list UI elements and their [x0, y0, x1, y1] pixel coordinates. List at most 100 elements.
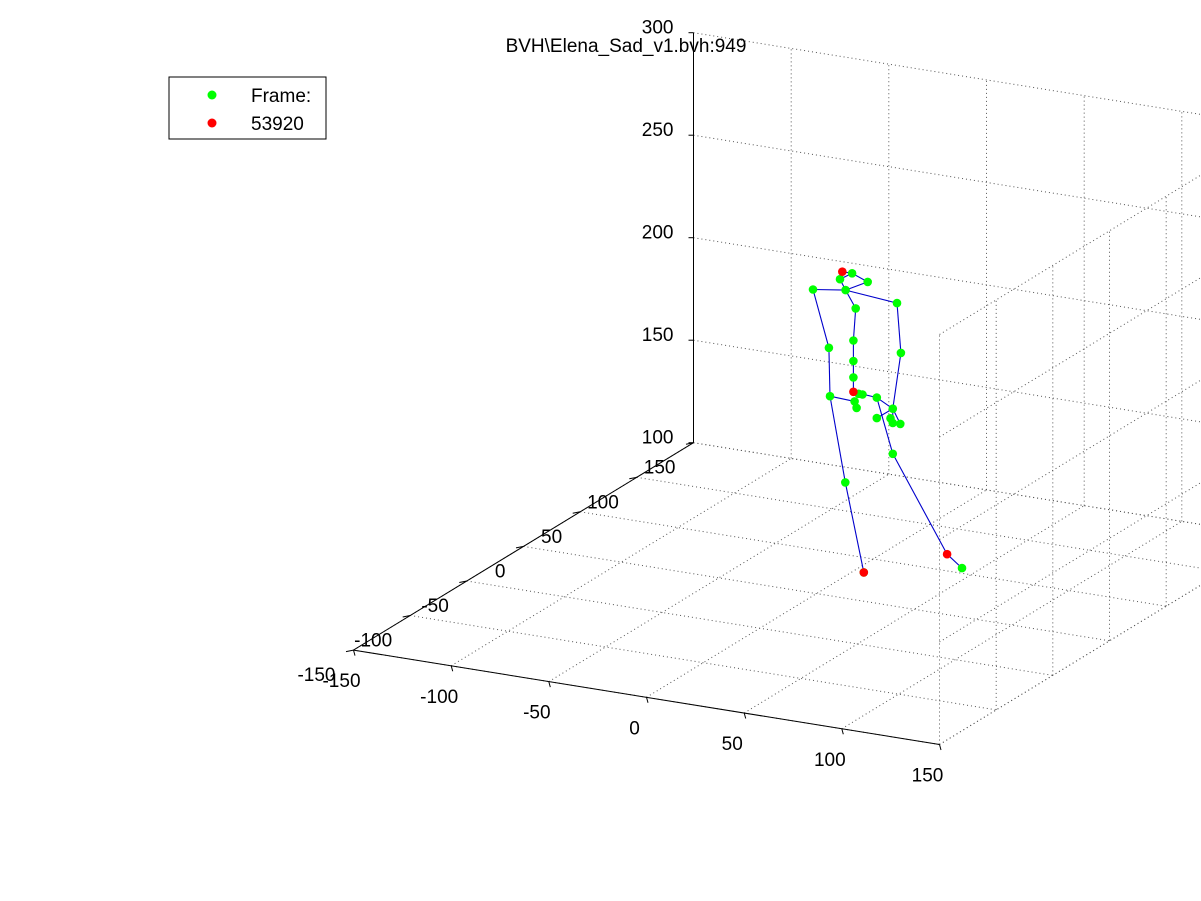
joint-marker: [847, 269, 857, 278]
skeleton-bone: [812, 289, 830, 348]
joint-marker: [851, 304, 860, 313]
x-tick-label: -50: [523, 703, 550, 724]
x-tick-label: 0: [629, 718, 640, 739]
end-joint-marker: [838, 267, 847, 277]
z-tick-label: 300: [642, 18, 674, 39]
skeleton-bone: [845, 289, 898, 304]
legend-marker-frame: [207, 90, 217, 100]
legend: Frame: 53920: [168, 76, 327, 140]
joint-marker: [849, 336, 858, 345]
y-tick-label: 100: [587, 492, 619, 513]
x-tick-label: 150: [912, 766, 944, 787]
skeleton-joints: [808, 267, 967, 577]
joint-marker: [892, 298, 902, 308]
tick-labels: -150 -100 -50 0 50 100 150 -150 -100 -50 0 50 100 150…: [297, 18, 943, 787]
grid-line: [841, 520, 1183, 730]
grid-line: [636, 476, 1201, 569]
joint-marker: [841, 478, 850, 487]
y-tick-mark: [345, 649, 354, 653]
y-tick-label: 50: [541, 527, 562, 548]
x-tick-label: -100: [420, 687, 458, 708]
end-joint-marker: [849, 387, 858, 397]
x-tick-mark: [841, 728, 844, 735]
grid-layer: [353, 32, 1201, 745]
skeleton-bone: [829, 396, 846, 483]
x-tick-mark: [939, 744, 942, 751]
skeleton-bone: [876, 397, 894, 454]
grid-line: [939, 481, 1201, 643]
joint-marker: [841, 285, 850, 295]
x-tick-mark: [548, 681, 551, 688]
y-tick-mark: [572, 511, 581, 514]
joint-marker: [852, 403, 861, 413]
end-joint-marker: [942, 549, 952, 559]
joint-marker: [957, 563, 967, 573]
joint-marker: [850, 397, 859, 406]
grid-line: [939, 584, 1201, 745]
y-tick-label: -100: [354, 631, 392, 652]
joint-marker: [849, 356, 858, 366]
grid-line: [693, 134, 1201, 218]
joint-marker: [849, 373, 858, 382]
joint-marker: [896, 348, 906, 358]
skeleton-bone: [844, 482, 865, 573]
grid-line: [523, 545, 1110, 642]
grid-line: [580, 511, 1167, 607]
legend-marker-frame-number: [207, 118, 217, 128]
x-tick-label: 100: [814, 750, 846, 771]
z-tick-label: 150: [642, 325, 674, 346]
y-tick-mark: [402, 615, 411, 618]
skeleton-bone: [852, 308, 857, 341]
skeleton-bone: [812, 288, 846, 291]
joint-marker: [888, 404, 898, 414]
y-tick-label: -150: [297, 665, 335, 686]
axis-layer: [345, 32, 942, 751]
joint-marker: [824, 343, 834, 353]
grid-line: [693, 442, 1201, 525]
grid-line: [693, 32, 1201, 115]
x-tick-mark: [646, 697, 649, 703]
grid-line: [693, 442, 1201, 525]
y-tick-mark: [459, 580, 467, 583]
grid-line: [466, 580, 1053, 676]
z-tick-label: 100: [642, 428, 674, 449]
skeleton-bone: [892, 352, 902, 409]
joint-marker: [825, 391, 835, 401]
z-tick-label: 250: [642, 120, 674, 141]
skeleton-bone: [896, 303, 902, 353]
z-tick-label: 200: [642, 223, 674, 244]
joint-marker: [872, 413, 882, 423]
grid-line: [939, 174, 1201, 335]
x-tick-label: -150: [322, 671, 360, 692]
joint-marker: [835, 274, 845, 284]
end-joint-marker: [859, 568, 869, 577]
y-tick-label: 0: [495, 561, 506, 582]
legend-box: [168, 76, 327, 140]
x-tick-mark: [450, 665, 454, 672]
grid-line: [939, 276, 1201, 438]
y-tick-mark: [515, 545, 524, 549]
x-tick-mark: [353, 649, 356, 656]
grid-line: [939, 584, 1201, 745]
joint-marker: [888, 449, 898, 459]
joint-marker: [858, 390, 867, 399]
grid-line: [693, 237, 1201, 320]
legend-label-frame-number: 53920: [251, 114, 304, 135]
joint-marker: [808, 285, 818, 294]
joint-marker: [863, 277, 872, 287]
y-tick-mark: [629, 476, 637, 480]
y-tick-label: 150: [644, 458, 676, 479]
y-tick-label: -50: [421, 596, 448, 617]
joint-marker: [896, 419, 905, 429]
joint-marker: [886, 414, 895, 423]
grid-line: [743, 505, 1085, 714]
skeleton-bone: [892, 453, 948, 555]
x-tick-label: 50: [722, 734, 743, 755]
chart-title: BVH\Elena_Sad_v1.bvh:949: [506, 36, 747, 57]
grid-line: [939, 379, 1201, 540]
skeleton-bones: [812, 271, 963, 573]
legend-label-frame: Frame:: [251, 86, 311, 107]
skeleton-bone: [828, 347, 831, 397]
x-tick-mark: [743, 712, 747, 719]
